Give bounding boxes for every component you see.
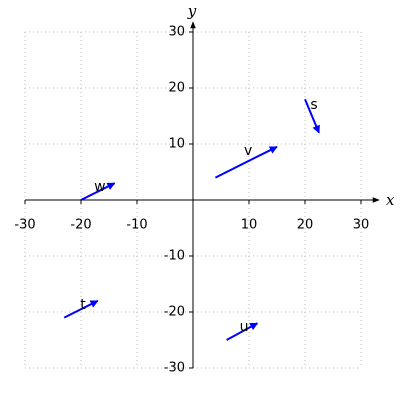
x-axis-label: x (386, 191, 395, 209)
x-tick-label: -20 (70, 218, 91, 233)
y-tick-label: 30 (168, 25, 185, 40)
y-tick-label: 20 (168, 81, 185, 96)
vector (304, 98, 320, 134)
vector-label: t (80, 297, 86, 313)
y-axis-label: y (187, 2, 197, 20)
x-tick-label: 10 (241, 218, 258, 233)
y-tick-label: -10 (164, 249, 185, 264)
vector (226, 322, 259, 341)
vector-label: w (94, 179, 105, 195)
y-tick-label: 10 (168, 137, 185, 152)
vector-label: u (240, 319, 249, 335)
vector-label: s (310, 97, 317, 113)
x-tick-label: 30 (353, 218, 370, 233)
y-tick-label: -20 (164, 305, 185, 320)
x-tick-label: -30 (14, 218, 35, 233)
vector-label: v (244, 143, 252, 159)
y-tick-label: -30 (164, 361, 185, 376)
vector (80, 182, 116, 201)
x-tick-label: -10 (126, 218, 147, 233)
vector (214, 145, 278, 179)
x-tick-label: 20 (297, 218, 314, 233)
vector (63, 299, 99, 319)
